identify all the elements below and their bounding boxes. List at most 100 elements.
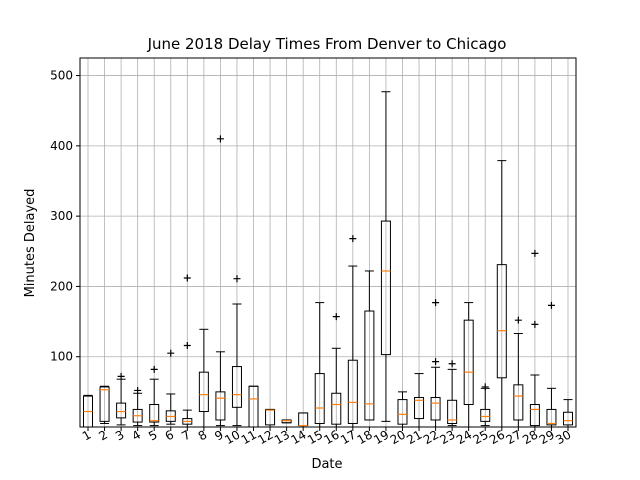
flier-point (167, 349, 175, 357)
flier-point (134, 386, 142, 394)
box-6 (165, 349, 176, 425)
box-iqr (215, 391, 226, 421)
x-tick-label: 3 (113, 427, 127, 443)
y-axis-ticks: 100 200 300 400 500 (50, 69, 80, 364)
box-iqr (496, 264, 507, 379)
chart-title: June 2018 Delay Times From Denver to Chi… (147, 35, 507, 53)
box-series (83, 91, 573, 428)
box-21 (414, 373, 425, 428)
x-tick-label: 11 (239, 427, 259, 447)
x-tick-label: 30 (553, 427, 573, 447)
x-tick-label: 10 (222, 427, 242, 447)
x-tick-label: 2 (96, 427, 110, 443)
x-tick-label: 29 (537, 427, 557, 447)
flier-point (183, 341, 191, 349)
box-iqr (397, 399, 408, 425)
flier-point (514, 316, 522, 324)
y-tick-label: 500 (50, 69, 73, 83)
box-iqr (149, 404, 160, 423)
box-25 (480, 383, 491, 427)
y-tick-label: 400 (50, 139, 73, 153)
box-iqr (546, 408, 557, 426)
x-axis-label: Date (311, 457, 342, 472)
box-iqr (265, 408, 276, 426)
box-10 (231, 275, 242, 427)
x-tick-label: 5 (146, 427, 160, 443)
x-tick-label: 23 (437, 427, 457, 447)
box-iqr (414, 396, 425, 420)
flier-point (233, 275, 241, 283)
x-tick-label: 15 (305, 427, 325, 447)
flier-point (547, 301, 555, 309)
box-28 (529, 249, 540, 428)
flier-point (432, 358, 440, 366)
x-tick-label: 25 (471, 427, 491, 447)
box-iqr (380, 220, 391, 356)
x-tick-label: 12 (255, 427, 275, 447)
x-tick-label: 4 (130, 427, 144, 443)
x-tick-label: 21 (404, 427, 424, 447)
box-2 (99, 385, 110, 424)
box-iqr (331, 392, 342, 425)
flier-point (216, 135, 224, 143)
box-17 (347, 235, 358, 428)
box-iqr (231, 366, 242, 408)
box-iqr (513, 384, 524, 421)
plot-frame (79, 57, 577, 428)
box-iqr (480, 408, 491, 422)
box-iqr (364, 310, 375, 421)
x-tick-label: 13 (272, 427, 292, 447)
box-23 (447, 360, 458, 427)
x-tick-label: 1 (80, 427, 94, 443)
flier-point (349, 235, 357, 243)
y-tick-label: 200 (50, 279, 73, 293)
flier-point (481, 383, 489, 391)
x-tick-label: 27 (504, 427, 524, 447)
x-tick-label: 22 (421, 427, 441, 447)
x-axis-ticks: 1 2 3 4 5 6 7 8 91011121314151617181920212223242… (80, 427, 574, 447)
flier-point (531, 249, 539, 257)
box-iqr (447, 399, 458, 424)
y-tick-label: 300 (50, 209, 73, 223)
flier-point (531, 320, 539, 328)
box-3 (116, 372, 127, 426)
box-iqr (281, 419, 292, 424)
x-tick-label: 7 (179, 427, 193, 443)
box-iqr (529, 404, 540, 427)
x-tick-label: 28 (520, 427, 540, 447)
flier-point (432, 299, 440, 307)
box-9 (215, 135, 226, 427)
box-iqr (347, 359, 358, 424)
box-18 (364, 270, 375, 421)
y-axis-label: Minutes Delayed (23, 189, 38, 298)
x-tick-label: 8 (196, 427, 210, 443)
x-tick-label: 19 (371, 427, 391, 447)
x-tick-label: 6 (163, 427, 177, 443)
flier-point (117, 372, 125, 380)
x-tick-label: 14 (288, 427, 308, 447)
box-13 (281, 419, 292, 424)
box-15 (314, 302, 325, 428)
box-iqr (314, 373, 325, 424)
box-iqr (563, 411, 573, 426)
box-iqr (430, 396, 441, 421)
box-iqr (198, 371, 209, 413)
x-tick-label: 18 (355, 427, 375, 447)
flier-point (183, 274, 191, 282)
x-tick-label: 26 (487, 427, 507, 447)
flier-point (150, 365, 158, 373)
flier-point (332, 313, 340, 321)
box-iqr (463, 319, 474, 406)
box-iqr (116, 402, 127, 419)
box-5 (149, 365, 160, 427)
box-4 (132, 386, 143, 427)
x-tick-label: 16 (322, 427, 342, 447)
box-19 (380, 91, 391, 422)
x-tick-label: 17 (338, 427, 358, 447)
x-tick-label: 20 (388, 427, 408, 447)
y-tick-label: 100 (50, 350, 73, 364)
x-tick-label: 24 (454, 427, 474, 447)
box-iqr (99, 386, 110, 422)
flier-point (448, 360, 456, 368)
